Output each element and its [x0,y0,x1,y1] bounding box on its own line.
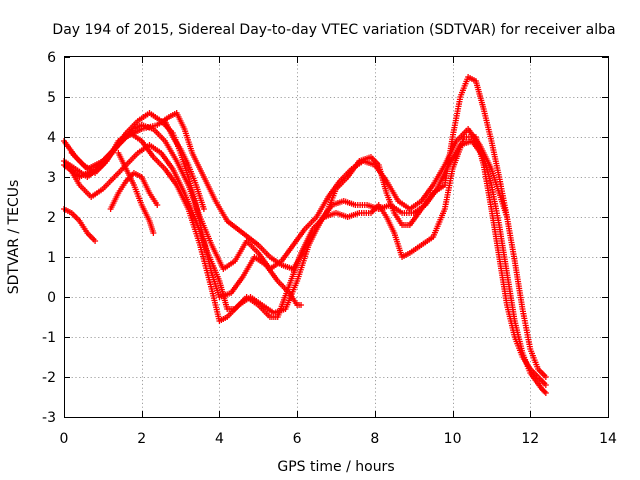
data-point [150,230,157,236]
y-tick-label: 0 [47,290,56,306]
y-tick-label: 6 [47,50,56,66]
data-point [154,202,161,208]
x-tick-label: 8 [370,431,379,447]
data-point [542,374,549,380]
series-track-1 [61,110,305,308]
x-tick-label: 6 [293,431,302,447]
x-axis-label: GPS time / hours [277,459,394,475]
x-tick-label: 2 [137,431,146,447]
series-track-8 [115,150,157,236]
data-point [298,302,305,308]
x-tick-label: 14 [599,431,617,447]
data-point [542,382,549,388]
data-point [92,238,99,244]
series-track-9 [162,118,207,212]
series-track-4 [61,206,99,244]
chart-title: Day 194 of 2015, Sidereal Day-to-day VTE… [52,22,615,38]
y-axis-label: SDTVAR / TECUs [6,180,22,295]
plot-frame [64,56,609,418]
y-tick-label: 3 [47,170,56,186]
x-tick-label: 12 [521,431,539,447]
series-track-2 [61,122,510,272]
y-tick-label: -1 [42,330,56,346]
data-point [542,390,549,396]
x-tick-label: 4 [215,431,224,447]
y-tick-label: -3 [42,410,56,426]
data-point [200,206,207,212]
data-point [541,388,548,395]
series-track-7 [107,170,161,212]
data-points [61,74,549,396]
y-tick-label: -2 [42,370,56,386]
y-tick-label: 5 [47,90,56,106]
y-tick-label: 2 [47,210,56,226]
x-tick-label: 10 [444,431,462,447]
y-tick-label: 4 [47,130,56,146]
y-tick-label: 1 [47,250,56,266]
series-track-6 [68,130,549,396]
x-tick-label: 0 [60,431,69,447]
